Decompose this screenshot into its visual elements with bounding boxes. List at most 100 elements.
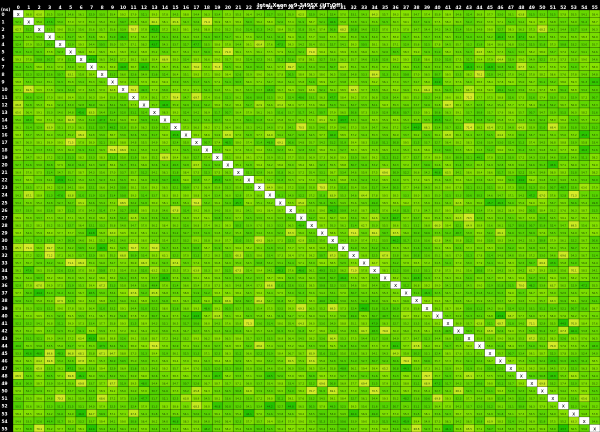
cell-value: 54.8	[120, 223, 126, 227]
cell-value: 59.0	[309, 321, 315, 325]
cell-value: 51.3	[68, 156, 74, 160]
cell-value: 58.4	[298, 163, 304, 167]
heatmap-cell	[411, 93, 422, 101]
cell-value: 51.9	[298, 20, 304, 24]
heatmap-cell	[463, 17, 475, 25]
cell-value: 57.6	[162, 284, 168, 288]
cell-value: 54.3	[256, 12, 262, 16]
cell-value: 54.6	[194, 27, 200, 31]
cell-value: 51.9	[78, 148, 84, 152]
heatmap-cell	[149, 55, 160, 63]
cell-value: 57.1	[393, 43, 399, 47]
cell-value: 53.5	[173, 201, 179, 205]
heatmap-cell	[170, 130, 181, 138]
cell-value: 53.4	[183, 58, 189, 62]
cell-value: 53.7	[424, 141, 430, 145]
cell-value: 50.6	[351, 110, 357, 114]
diagonal-marker: x	[405, 291, 408, 297]
heatmap-cell	[180, 77, 192, 86]
cell-value: 59.2	[194, 208, 200, 212]
diagonal-marker: x	[415, 298, 418, 304]
cell-value: 56.1	[340, 58, 346, 62]
heatmap-cell	[390, 77, 401, 86]
cell-value: 51.7	[508, 223, 514, 227]
cell-value: 45.2	[581, 133, 587, 137]
heatmap-cell	[285, 138, 296, 146]
cell-value: 54.6	[351, 171, 357, 175]
cell-value: 53.9	[267, 231, 273, 235]
cell-value: 49.4	[351, 314, 357, 318]
cell-value: 52.6	[15, 299, 21, 303]
cell-value: 56.3	[78, 216, 84, 220]
cell-value: 57.7	[477, 95, 483, 99]
x-tick-label: 9	[111, 5, 114, 11]
heatmap-cell	[128, 130, 139, 138]
cell-value: 57.7	[309, 35, 315, 39]
cell-value: 50.6	[330, 27, 336, 31]
cell-value: 55.3	[89, 80, 95, 84]
cell-value: 53.9	[487, 141, 493, 145]
heatmap-cell	[76, 123, 87, 131]
cell-value: 50.6	[393, 110, 399, 114]
cell-value: 47.2	[529, 193, 535, 197]
cell-value: 65.6	[173, 20, 179, 24]
cell-value: 55.0	[47, 110, 53, 114]
cell-value: 53.7	[466, 110, 472, 114]
heatmap-cell	[432, 130, 443, 138]
heatmap-cell	[34, 153, 45, 161]
x-tick-label: 17	[193, 5, 199, 11]
diagonal-marker: x	[258, 185, 261, 191]
cell-value: 57.7	[288, 156, 294, 160]
heatmap-cell	[516, 55, 527, 63]
cell-value: 57.7	[319, 133, 325, 137]
cell-value: 55.0	[435, 193, 441, 197]
cell-value: 59.2	[204, 125, 210, 129]
heatmap-cell	[338, 55, 349, 63]
heatmap-cell	[369, 55, 380, 63]
cell-value: 57.8	[26, 58, 32, 62]
heatmap-cell	[76, 85, 87, 93]
cell-value: 52.0	[89, 254, 95, 258]
heatmap-cell	[348, 115, 359, 123]
cell-value: 55.2	[225, 103, 231, 107]
heatmap-cell	[516, 85, 527, 93]
cell-value: 55.5	[487, 299, 493, 303]
cell-value: 69.5	[571, 223, 577, 227]
cell-value: 54.4	[162, 314, 168, 318]
cell-value: 58.0	[550, 118, 556, 122]
cell-value: 44.0	[414, 125, 420, 129]
cell-value: 53.1	[351, 118, 357, 122]
heatmap-cell	[180, 62, 192, 71]
heatmap-cell	[474, 108, 485, 116]
cell-value: 51.2	[445, 118, 451, 122]
heatmap-cell	[97, 47, 108, 56]
cell-value: 54.2	[298, 43, 304, 47]
heatmap-cell	[453, 100, 464, 108]
heatmap-cell	[306, 108, 317, 116]
x-tick-label: 44	[476, 5, 482, 11]
cell-value: 54.1	[47, 178, 53, 182]
cell-value: 59.0	[57, 306, 63, 310]
heatmap-cell	[23, 62, 34, 71]
cell-value: 55.7	[15, 261, 21, 265]
cell-value: 53.7	[120, 171, 126, 175]
heatmap-cell	[212, 62, 223, 71]
cell-value: 59.4	[256, 163, 262, 167]
heatmap-cell	[76, 77, 87, 86]
cell-value: 57.3	[466, 246, 472, 250]
cell-value: 50.9	[68, 238, 74, 242]
cell-value: 50.9	[68, 163, 74, 167]
heatmap-cell	[296, 77, 307, 86]
cell-value: 55.8	[78, 73, 84, 77]
cell-value: 56.2	[466, 299, 472, 303]
cell-value: 57.0	[382, 27, 388, 31]
cell-value: 54.1	[518, 238, 524, 242]
heatmap-cell	[233, 32, 244, 40]
cell-value: 57.9	[141, 80, 147, 84]
cell-value: 57.8	[15, 306, 21, 310]
cell-value: 56.8	[194, 223, 200, 227]
cell-value: 59.1	[560, 216, 566, 220]
cell-value: 57.0	[141, 223, 147, 227]
cell-value: 63.1	[78, 201, 84, 205]
cell-value: 53.7	[445, 314, 451, 318]
